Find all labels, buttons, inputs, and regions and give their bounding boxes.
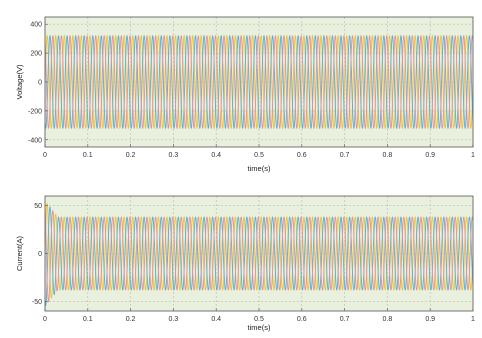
x-tick-label: 0.6 — [297, 152, 307, 159]
x-tick-label: 1 — [471, 316, 475, 323]
x-tick-label: 0 — [43, 152, 47, 159]
x-tick-label: 0.8 — [383, 316, 393, 323]
x-tick-label: 0.7 — [340, 316, 350, 323]
voltage-plot: 0 0.1 0.2 0.3 0.4 0.5 0.6 0.7 0.8 0.9 1 400 200 0 -200… — [15, 16, 475, 173]
x-tick-label: 0.5 — [254, 316, 264, 323]
x-tick-label: 0.5 — [254, 152, 264, 159]
x-tick-label: 0.4 — [211, 152, 221, 159]
x-tick-label: 0.7 — [340, 152, 350, 159]
y-tick-label: 50 — [34, 203, 42, 210]
x-tick-label: 0.1 — [83, 152, 93, 159]
series-line-1 — [45, 34, 473, 130]
x-axis-label: time(s) — [248, 323, 271, 332]
y-tick-label: -200 — [28, 108, 42, 115]
series-line-2 — [45, 206, 473, 307]
series-line-3 — [45, 35, 473, 129]
x-tick-label: 0.3 — [169, 152, 179, 159]
x-tick-label: 0.3 — [169, 316, 179, 323]
x-tick-label: 0.9 — [425, 152, 435, 159]
x-axis-label: time(s) — [248, 164, 271, 173]
y-axis-label: Voltage(V) — [15, 64, 24, 100]
y-axis-label: Current(A) — [15, 235, 24, 271]
y-tick-label: -50 — [32, 299, 42, 306]
x-tick-label: 0.2 — [126, 152, 136, 159]
x-tick-label: 0.8 — [383, 152, 393, 159]
x-tick-label: 0.4 — [211, 316, 221, 323]
y-tick-label: 0 — [38, 80, 42, 87]
x-tick-label: 1 — [471, 152, 475, 159]
y-tick-label: 200 — [30, 51, 42, 58]
x-tick-label: 0.6 — [297, 316, 307, 323]
current-plot: 0 0.1 0.2 0.3 0.4 0.5 0.6 0.7 0.8 0.9 1 50 0 -50 time(… — [15, 195, 475, 332]
y-tick-label: 400 — [30, 22, 42, 29]
x-tick-label: 0.2 — [126, 316, 136, 323]
x-tick-label: 0.9 — [425, 316, 435, 323]
y-tick-label: -400 — [28, 137, 42, 144]
x-tick-label: 0.1 — [83, 316, 93, 323]
x-tick-label: 0 — [43, 316, 47, 323]
series-line-3 — [45, 207, 473, 303]
series-line-2 — [45, 35, 473, 129]
series-line-1 — [45, 202, 473, 299]
y-tick-label: 0 — [38, 251, 42, 258]
